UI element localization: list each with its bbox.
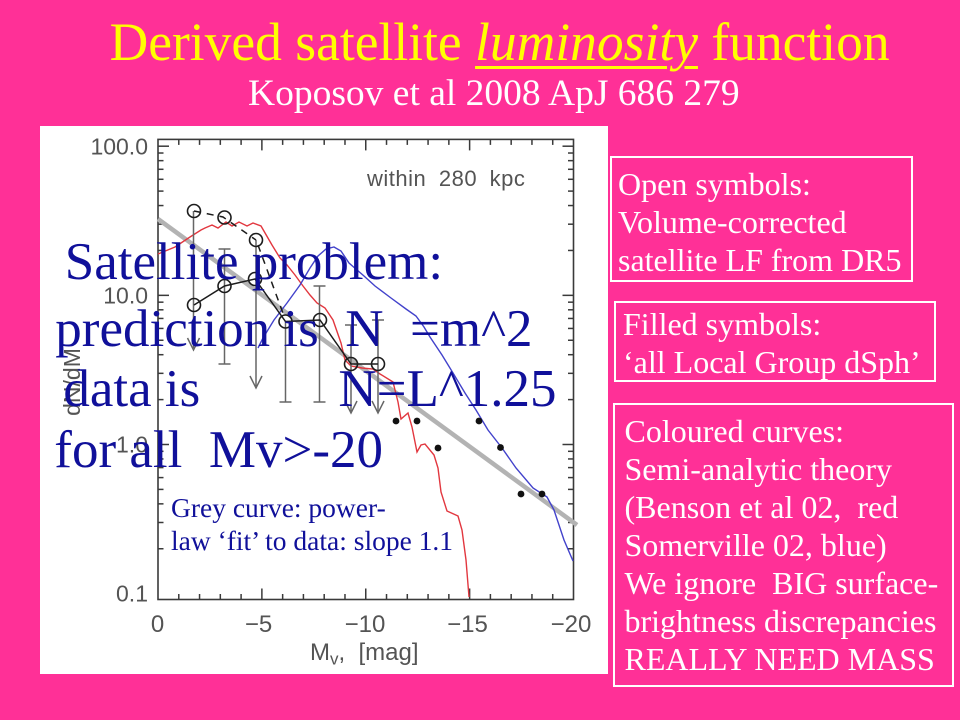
svg-text:−10: −10 [345,611,386,638]
svg-text:dN/dM: dN/dM [59,348,85,416]
svg-text:−15: −15 [447,611,488,638]
svg-text:0.1: 0.1 [116,581,148,607]
svg-text:1.0: 1.0 [116,432,148,458]
svg-text:Mv, [mag]: Mv, [mag] [310,639,419,669]
svg-text:within 280 kpc: within 280 kpc [366,166,525,191]
svg-text:−5: −5 [245,611,272,638]
svg-text:0: 0 [151,611,164,638]
svg-text:100.0: 100.0 [90,134,148,160]
svg-text:10.0: 10.0 [103,283,148,309]
svg-text:−20: −20 [551,611,592,638]
